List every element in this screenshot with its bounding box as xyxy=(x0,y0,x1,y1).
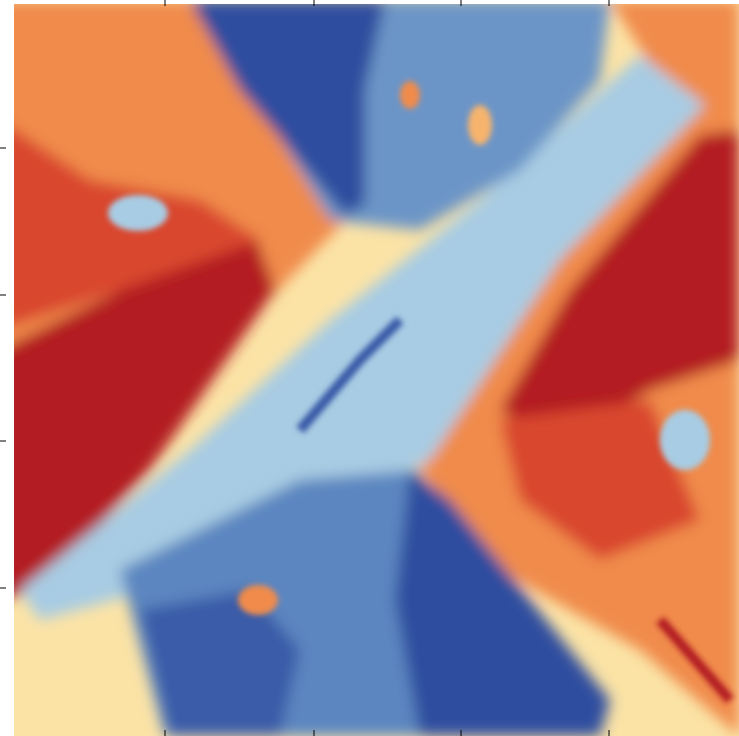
dark-blue-top xyxy=(192,4,385,215)
red-patch-right xyxy=(500,400,700,560)
ticks xyxy=(0,0,610,736)
orange-eddy xyxy=(468,105,492,145)
dark-streak xyxy=(296,316,404,434)
light-blue-channel xyxy=(20,55,705,620)
red-streak xyxy=(656,616,734,704)
blue-eddy-right xyxy=(660,410,710,470)
red-band-left xyxy=(14,235,275,597)
orange-eddy xyxy=(400,81,420,109)
blue-eddy-left xyxy=(108,195,168,231)
red-band-right xyxy=(500,130,739,445)
dark-blue-bottom xyxy=(395,470,610,736)
dark-blue-patch xyxy=(140,590,300,736)
orange-eddy xyxy=(238,585,278,615)
